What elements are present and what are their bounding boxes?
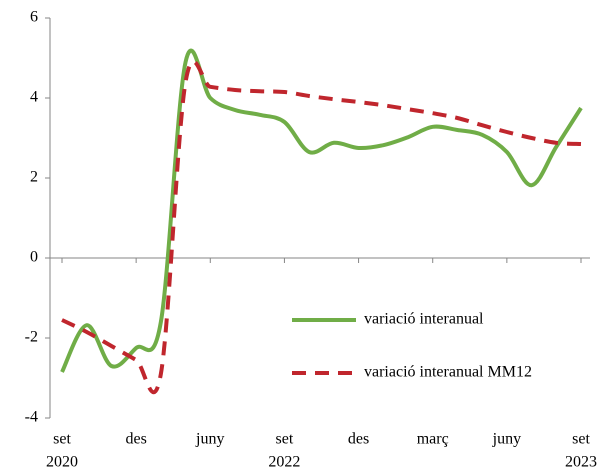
y-tick-label: -2 [25,329,38,346]
y-tick-label: 0 [30,249,38,266]
series-line [60,48,583,373]
x-year-label: 2023 [565,454,597,470]
y-tick-label: 6 [30,9,38,26]
series-line [61,59,582,395]
legend-label: variació interanual MM12 [364,364,532,381]
x-tick-label: set [572,431,590,448]
x-tick-label: juny [195,431,224,448]
y-tick-label: 4 [30,89,38,106]
x-tick-label: set [276,431,294,448]
y-tick-label: -4 [25,409,38,426]
legend-label: variació interanual [364,311,484,328]
x-year-label: 2020 [46,454,78,470]
x-year-label: 2022 [268,454,300,470]
y-tick-label: 2 [30,169,38,186]
x-tick-label: des [348,431,369,448]
x-tick-label: març [417,431,449,448]
x-tick-label: des [125,431,146,448]
x-tick-label: juny [492,431,521,448]
x-tick-label: set [53,431,71,448]
